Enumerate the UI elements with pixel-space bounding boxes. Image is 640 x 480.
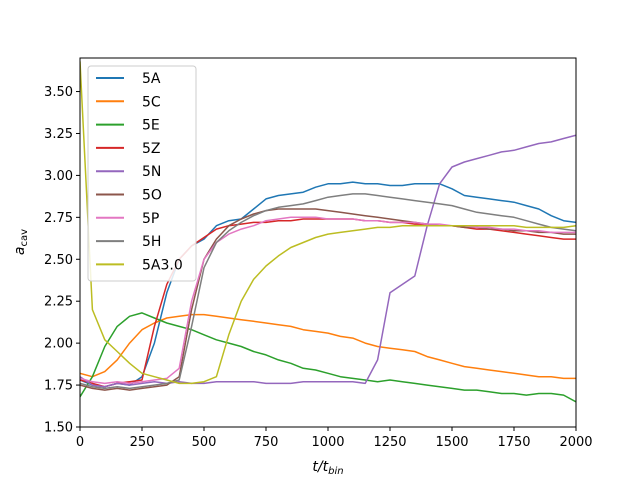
- legend-label: 5C: [142, 94, 161, 110]
- y-tick-label: 2.00: [44, 337, 73, 352]
- y-tick-label: 3.00: [44, 169, 73, 184]
- series-line-5o: [80, 208, 576, 391]
- y-axis-label: acav: [12, 229, 30, 255]
- x-axis: 0 250 500 750 1000 1250 1500 1750 2000: [76, 427, 593, 450]
- legend-label: 5Z: [142, 141, 161, 157]
- series-line-5c: [80, 313, 576, 380]
- legend-label: 5A: [142, 71, 161, 87]
- x-tick-label: 1500: [435, 435, 468, 450]
- series-line-5n: [80, 134, 576, 388]
- legend: 5A 5C 5E 5Z 5N 5O 5P 5H 5A3.0: [87, 65, 197, 282]
- legend-label: 5N: [142, 164, 161, 180]
- legend-label: 5E: [142, 118, 160, 134]
- legend-label: 5H: [142, 234, 161, 250]
- series-line-5h: [80, 193, 576, 390]
- x-tick-label: 1000: [311, 435, 344, 450]
- x-tick-label: 250: [130, 435, 155, 450]
- series-layer: [80, 61, 576, 403]
- legend-label: 5O: [142, 188, 162, 204]
- x-tick-label: 500: [192, 435, 217, 450]
- legend-label: 5A3.0: [142, 257, 183, 273]
- x-tick-label: 750: [254, 435, 279, 450]
- series-line-5a3-0: [80, 61, 576, 385]
- y-axis: 1.50 1.75 2.00 2.25 2.50 2.75 3.00 3.25 3.50: [44, 85, 80, 436]
- x-tick-label: 0: [76, 435, 84, 450]
- y-tick-label: 2.25: [44, 295, 73, 310]
- series-line-5e: [80, 312, 576, 403]
- y-tick-label: 1.75: [44, 379, 73, 394]
- x-tick-label: 1250: [373, 435, 406, 450]
- legend-box: [87, 65, 197, 282]
- y-tick-label: 3.50: [44, 85, 73, 100]
- y-tick-label: 3.25: [44, 127, 73, 142]
- x-tick-label: 2000: [559, 435, 592, 450]
- y-tick-label: 2.75: [44, 211, 73, 226]
- legend-label: 5P: [142, 211, 159, 227]
- y-tick-label: 2.50: [44, 253, 73, 268]
- x-axis-label: t/tbin: [312, 459, 343, 477]
- y-tick-label: 1.50: [44, 421, 73, 436]
- series-line-5a: [80, 181, 576, 388]
- x-tick-label: 1750: [497, 435, 530, 450]
